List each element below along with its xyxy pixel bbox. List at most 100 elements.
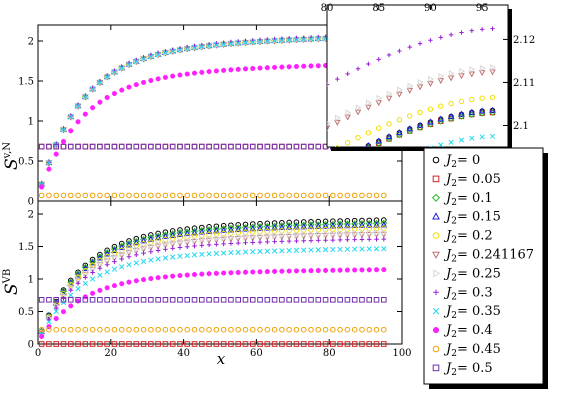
inset-point [366, 61, 371, 67]
bottom-panel-point [337, 326, 343, 333]
top-panel-point [162, 143, 169, 150]
bottom-panel-point [235, 341, 241, 347]
top-panel-point [82, 192, 89, 199]
bottom-panel-point [169, 231, 177, 238]
inset-point [345, 109, 352, 116]
top-panel-point [220, 192, 227, 199]
top-panel-point [279, 143, 285, 150]
inset-point [458, 110, 465, 117]
bottom-panel-point [206, 341, 212, 347]
bottom-panel-point [39, 333, 45, 339]
bottom-panel-point [97, 287, 103, 293]
inset-point [365, 104, 372, 111]
top-panel-point [60, 192, 67, 199]
bottom-panel-point [329, 222, 337, 229]
legend-label-sub: 2 [451, 330, 457, 340]
legend-label-value: = 0 [457, 153, 480, 168]
bottom-panel-point [141, 244, 148, 252]
bottom-panel-point [191, 252, 198, 258]
bottom-panel-xtick-label: 100 [392, 348, 411, 359]
bottom-panel-point [192, 236, 199, 244]
bottom-panel-point [111, 283, 117, 289]
bottom-panel-point [132, 248, 140, 255]
bottom-panel-point [82, 280, 88, 287]
bottom-panel-point [294, 231, 301, 239]
bottom-panel-point [125, 241, 133, 248]
bottom-panel-point [257, 248, 263, 255]
bottom-panel-point [344, 226, 351, 232]
inset-ytick-label: 2.12 [513, 35, 535, 46]
top-panel-point [155, 143, 161, 150]
bottom-panel-point [344, 246, 351, 252]
bottom-panel-ytick-label: 2 [28, 210, 34, 221]
bottom-panel-point [279, 231, 286, 239]
bottom-panel-point [337, 267, 343, 273]
bottom-panel-point [133, 252, 139, 258]
inset-point [386, 90, 393, 98]
bottom-panel-point [169, 241, 177, 248]
top-panel-point [242, 143, 249, 150]
bottom-panel-point [265, 239, 270, 245]
bottom-panel-point [373, 341, 380, 347]
top-panel-point [257, 192, 263, 199]
top-panel-ytick-label: 0.5 [18, 157, 34, 168]
bottom-panel-point [67, 341, 74, 347]
top-panel-point [191, 192, 198, 199]
bottom-panel-point [279, 239, 285, 244]
bottom-panel-point [148, 257, 154, 263]
bottom-panel-point [214, 234, 221, 242]
bottom-panel-point [118, 341, 125, 347]
bottom-panel-point [119, 264, 125, 270]
bottom-panel-point [366, 237, 372, 242]
bottom-panel-point [286, 297, 292, 303]
bottom-panel-point [315, 230, 323, 238]
bottom-panel-point [272, 239, 277, 244]
legend-marker [432, 251, 440, 259]
top-panel-point [250, 65, 256, 72]
bottom-panel-ytick-label: 0 [28, 340, 34, 351]
top-panel-point [169, 143, 176, 150]
bottom-panel-point [322, 297, 329, 303]
inset-point [458, 98, 465, 105]
inset-point [396, 91, 403, 98]
legend-label-sub: 2 [451, 311, 457, 321]
inset-point [356, 174, 360, 178]
inset-point [448, 32, 454, 37]
top-panel-series-0.45 [38, 192, 387, 199]
legend-label-value: = 0.3 [457, 285, 493, 300]
bottom-panel-point [279, 341, 285, 347]
top-panel-point [381, 192, 387, 199]
bottom-panel-point [170, 273, 176, 279]
bottom-panel-point [330, 230, 337, 238]
bottom-panel-point [82, 262, 89, 269]
bottom-panel-point [75, 341, 81, 347]
top-panel-point [213, 192, 220, 199]
bottom-panel-point [38, 326, 45, 333]
top-panel-point [300, 192, 307, 199]
bottom-panel-point [279, 268, 285, 274]
legend-label-value: = 0.15 [457, 210, 501, 225]
bottom-panel-series-0.4 [39, 267, 387, 339]
top-panel-point [272, 64, 278, 70]
top-panel-point [300, 143, 307, 150]
bottom-panel-point [53, 297, 60, 303]
bottom-panel-point [111, 255, 118, 262]
bottom-panel-point [89, 256, 96, 263]
bottom-panel-point [68, 292, 74, 298]
legend-label-sub: 2 [451, 198, 457, 208]
bottom-panel-point [119, 256, 125, 262]
bottom-panel-point [97, 251, 103, 258]
top-panel-point [242, 66, 249, 72]
top-panel-point [249, 192, 256, 199]
inset-point [489, 106, 496, 113]
bottom-panel-point [330, 341, 336, 347]
top-panel-point [140, 56, 147, 62]
bottom-panel-point [126, 341, 132, 347]
bottom-panel-point [286, 268, 292, 274]
bottom-panel-point [199, 297, 205, 303]
bottom-panel-point [199, 326, 205, 333]
bottom-panel-point [141, 277, 147, 283]
inset-point [407, 113, 413, 119]
bottom-panel-point [154, 234, 162, 241]
